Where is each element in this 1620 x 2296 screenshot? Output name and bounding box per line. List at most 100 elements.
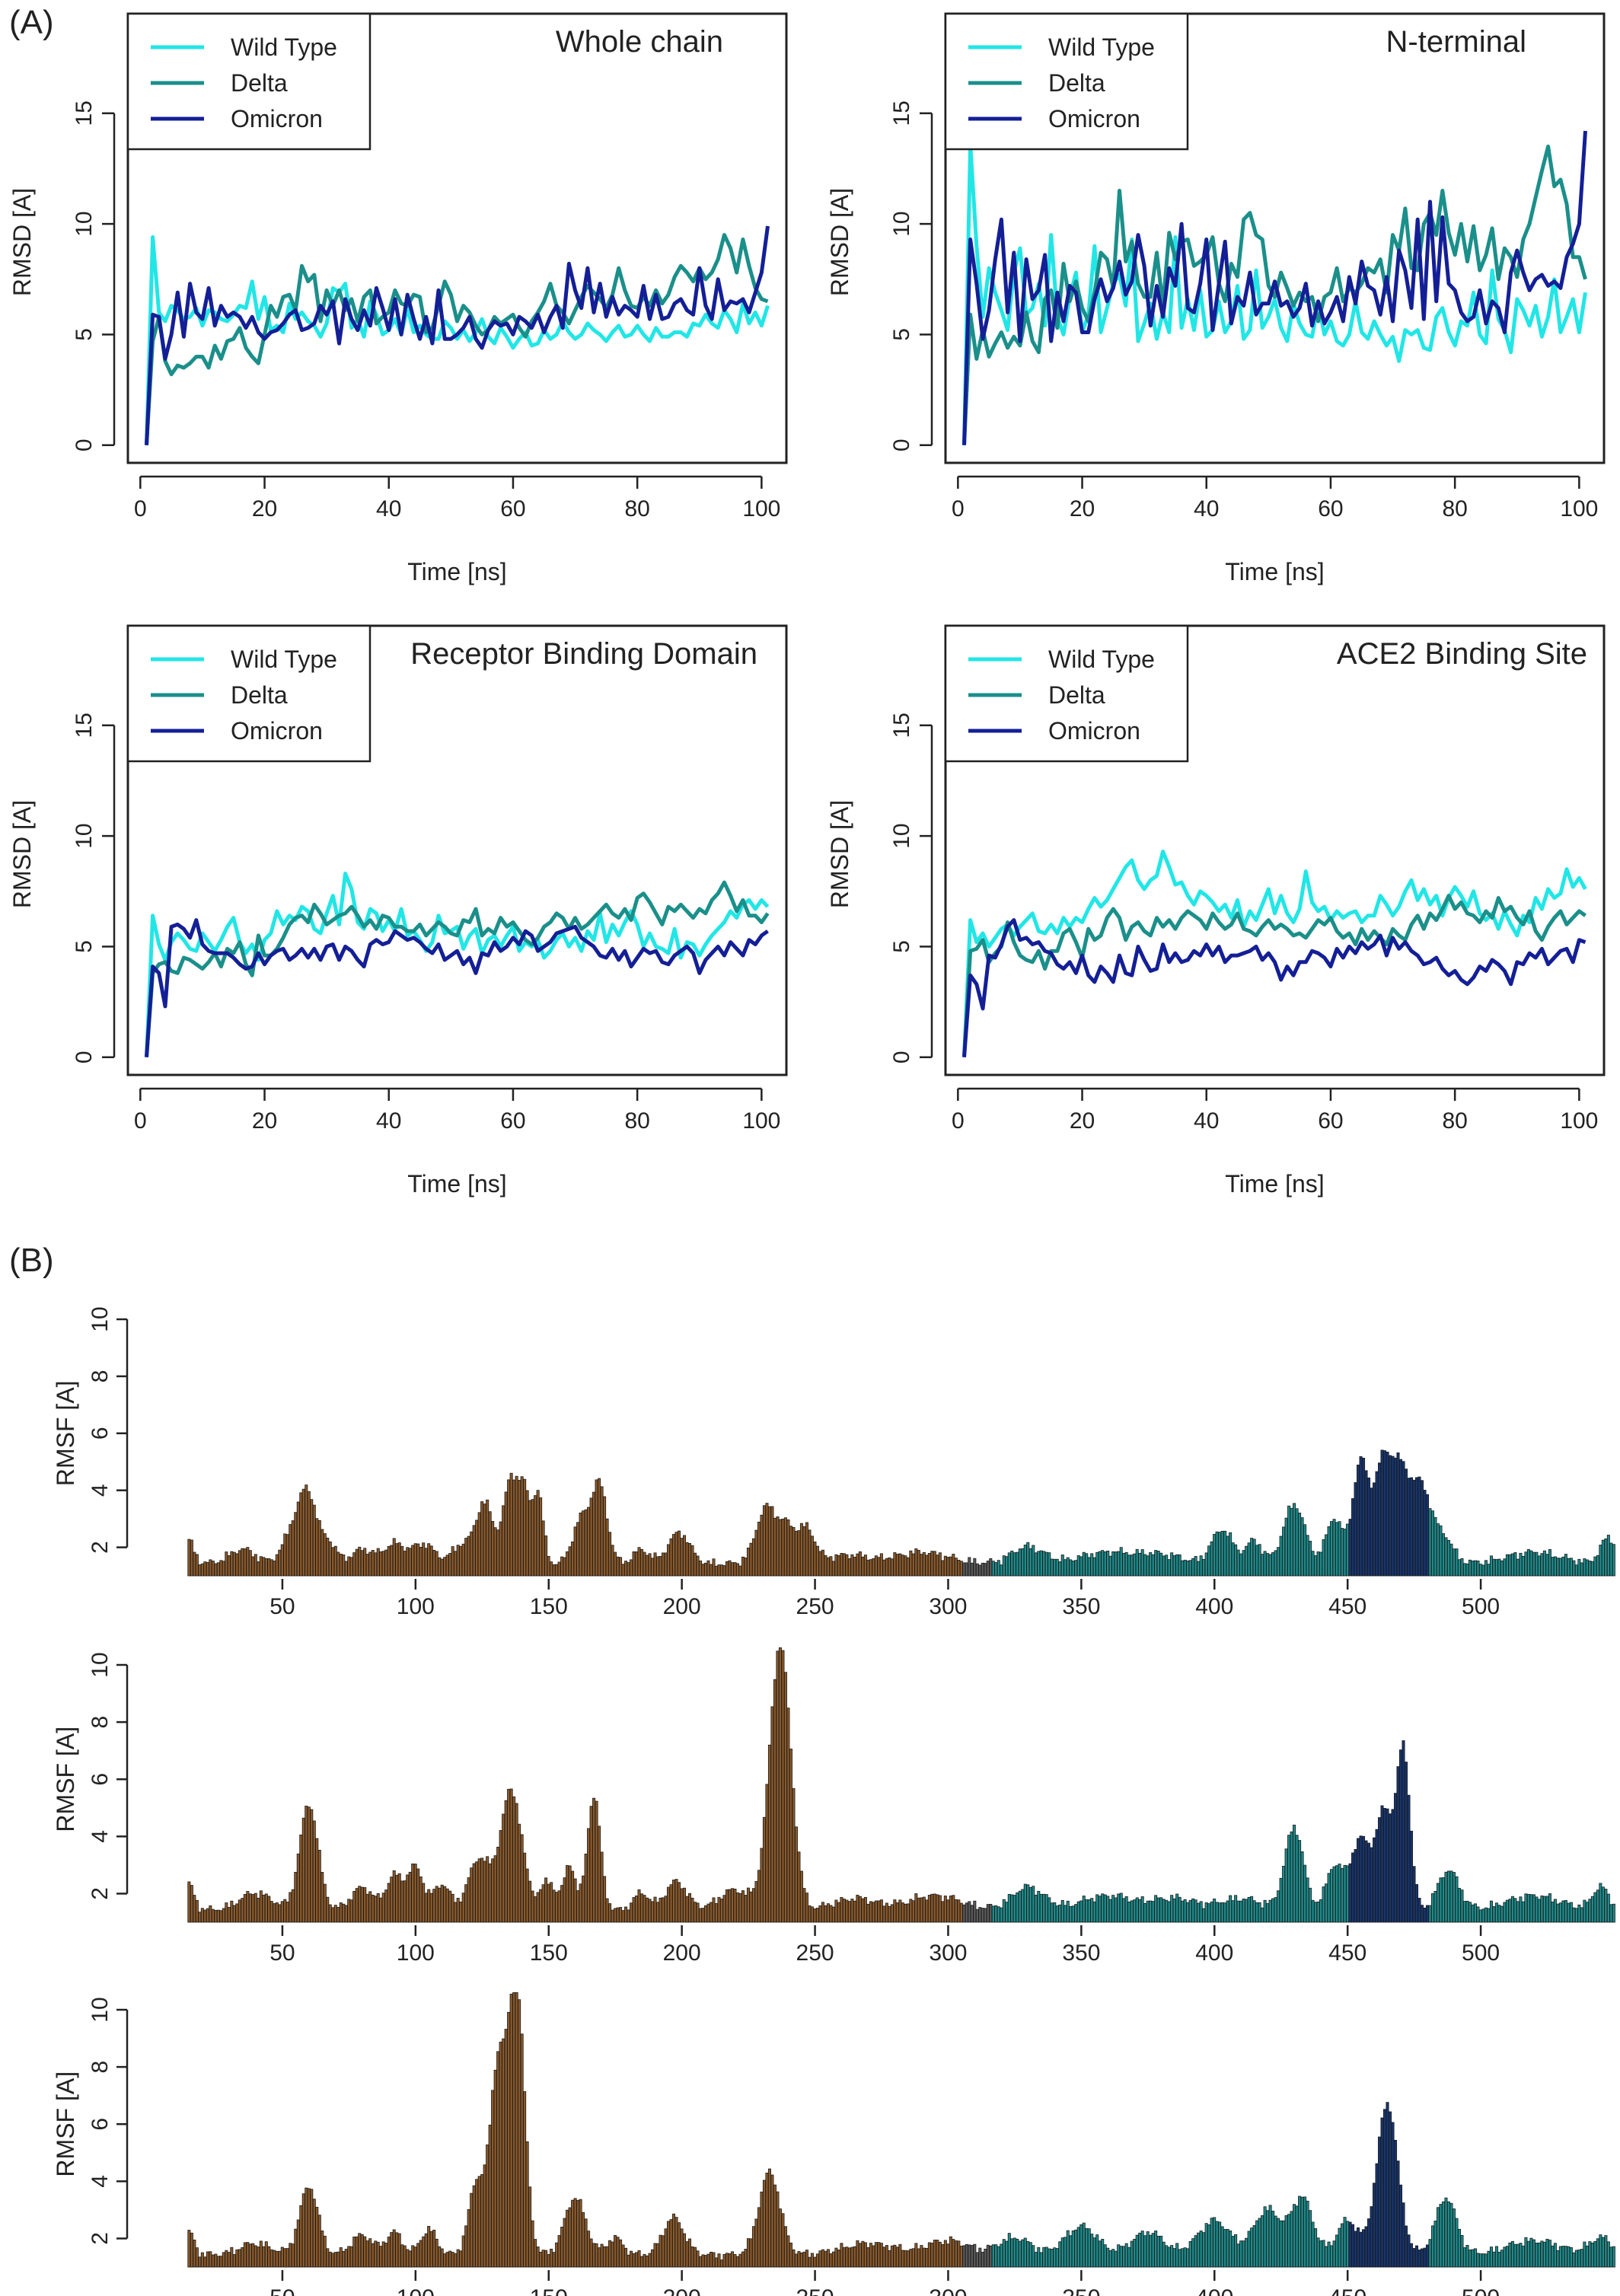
bar (1478, 2253, 1482, 2268)
bar (195, 1554, 199, 1577)
bar (1357, 1838, 1360, 1923)
bar (283, 1533, 287, 1577)
x-tick-label: 150 (530, 1940, 568, 1966)
bar (1521, 1901, 1525, 1923)
bar (1505, 2246, 1509, 2268)
bar (525, 2141, 529, 2268)
bar (789, 1749, 792, 1923)
bar (984, 2248, 987, 2268)
bar (1175, 1893, 1179, 1923)
bar (230, 1900, 234, 1923)
bar (869, 2243, 872, 2268)
bar (603, 1496, 607, 1577)
bar (1558, 1558, 1562, 1577)
bar (858, 1551, 862, 1577)
bar (486, 1499, 490, 1577)
bar (1449, 2202, 1453, 2268)
bar (381, 2241, 385, 2268)
bar (1311, 1551, 1315, 1577)
bar (994, 1562, 998, 1577)
bar (1402, 1740, 1405, 1923)
bar (509, 1993, 513, 2268)
legend-label: Delta (231, 69, 288, 97)
bar (1207, 1903, 1211, 1923)
bar (922, 2247, 926, 2268)
bar (1444, 1537, 1448, 1577)
bar (1492, 1906, 1496, 1923)
bar (621, 1564, 625, 1577)
bar (869, 1901, 872, 1923)
x-tick-label: 20 (252, 1108, 277, 1134)
bar (1032, 1886, 1035, 1923)
bar (1146, 1900, 1150, 1923)
bar (1378, 1817, 1382, 1923)
bar (347, 2246, 351, 2268)
bar (584, 1509, 588, 1577)
bar (1167, 1559, 1171, 1577)
bar (725, 2253, 729, 2268)
bar (459, 2250, 463, 2268)
bar (1462, 1901, 1466, 1923)
bar (1452, 1872, 1456, 1923)
bar (1535, 1896, 1539, 1923)
bar (1218, 1902, 1222, 1923)
bar (648, 1553, 652, 1577)
bar (592, 1797, 596, 1923)
bar (997, 2246, 1000, 2268)
bar (283, 1899, 287, 1923)
bar (246, 2242, 250, 2268)
bar (1348, 2221, 1352, 2268)
bar (901, 1902, 904, 1923)
bar (472, 2185, 476, 2268)
x-tick-label: 100 (397, 2285, 435, 2296)
bar (1076, 2227, 1080, 2268)
bar (187, 1539, 191, 1577)
bar (821, 1902, 824, 1923)
bar (794, 2253, 798, 2268)
bar (1386, 2102, 1389, 2268)
bar (1503, 1902, 1507, 1923)
bar (776, 1650, 780, 1923)
bar (1154, 1895, 1158, 1923)
bar (664, 1896, 668, 1923)
bar (776, 1516, 780, 1577)
bar (552, 2252, 556, 2268)
bar (456, 1898, 460, 1923)
bar (1492, 2251, 1496, 2268)
bar (799, 2252, 803, 2268)
bar (728, 2253, 732, 2268)
bar (1026, 2240, 1030, 2268)
bars-group (187, 1647, 1615, 1923)
bar (1309, 1887, 1312, 1923)
bar (1117, 1893, 1121, 1923)
bar (1282, 1866, 1286, 1923)
bar (1394, 1793, 1398, 1923)
bar (1303, 1864, 1307, 1923)
bar (1425, 2244, 1430, 2268)
bar (1420, 1905, 1424, 1923)
bar (683, 1535, 687, 1577)
bar (1082, 1896, 1086, 1923)
bar (1159, 1552, 1163, 1577)
bar (1231, 1542, 1235, 1577)
bar (1258, 2218, 1261, 2268)
bar (1095, 1894, 1099, 1923)
bar (1005, 1556, 1009, 1577)
bar (1162, 2241, 1166, 2268)
rmsf-chart-2: 50100150200250300350400450500246810RMSF … (52, 1992, 1615, 2296)
bar (1439, 2204, 1443, 2268)
bar (1183, 1559, 1187, 1577)
bar (307, 1807, 311, 1923)
bar (1098, 1551, 1102, 1577)
bar (850, 2247, 854, 2268)
bar (371, 1550, 375, 1577)
bar (1580, 1907, 1583, 1923)
bar (792, 2249, 796, 2268)
bar (1087, 2228, 1091, 2268)
bar (563, 2218, 566, 2268)
bar (834, 1554, 838, 1577)
bar (1087, 1557, 1091, 1577)
bar (374, 2240, 378, 2268)
bar (480, 1858, 484, 1923)
y-tick-label: 15 (889, 713, 914, 738)
